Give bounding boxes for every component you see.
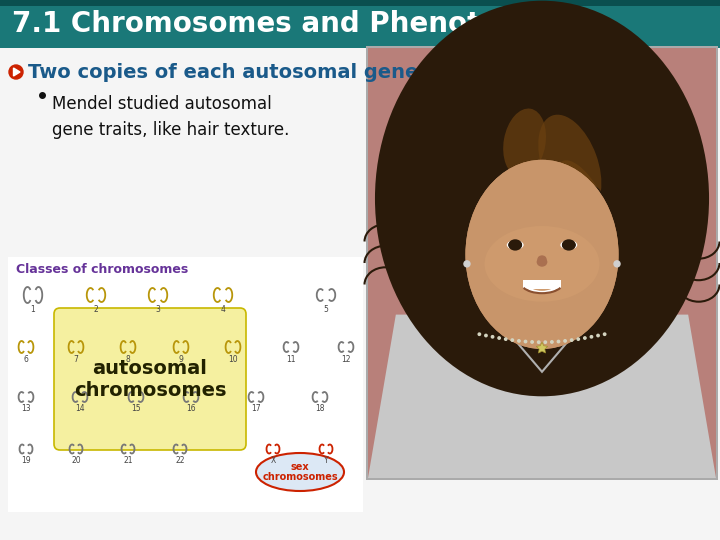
- Bar: [0, 0, 720, 6]
- Circle shape: [577, 338, 580, 340]
- Text: 18: 18: [315, 404, 325, 413]
- Text: autosomal
chromosomes: autosomal chromosomes: [73, 359, 226, 400]
- Ellipse shape: [503, 109, 546, 177]
- Ellipse shape: [508, 240, 522, 249]
- Text: 12: 12: [341, 355, 351, 364]
- Ellipse shape: [562, 239, 576, 251]
- Text: 19: 19: [21, 456, 31, 465]
- Circle shape: [584, 337, 586, 339]
- Text: Y: Y: [324, 456, 328, 465]
- FancyBboxPatch shape: [54, 308, 246, 450]
- Circle shape: [491, 335, 494, 338]
- Circle shape: [531, 341, 534, 343]
- Circle shape: [614, 261, 620, 267]
- Circle shape: [505, 338, 507, 340]
- Polygon shape: [368, 315, 716, 478]
- Bar: [0, 0, 720, 48]
- Circle shape: [464, 261, 470, 267]
- Circle shape: [597, 334, 599, 337]
- Text: Two copies of each autosomal gene affect phenotype.: Two copies of each autosomal gene affect…: [28, 63, 621, 82]
- Text: 3: 3: [156, 305, 161, 314]
- Text: sex
chromosomes: sex chromosomes: [262, 462, 338, 482]
- Text: 16: 16: [186, 404, 196, 413]
- Text: 9: 9: [179, 355, 184, 364]
- Circle shape: [570, 339, 573, 341]
- Text: 11: 11: [287, 355, 296, 364]
- Text: Classes of chromosomes: Classes of chromosomes: [16, 263, 188, 276]
- Circle shape: [551, 341, 553, 343]
- Bar: [368, 48, 716, 478]
- Ellipse shape: [537, 255, 546, 263]
- Ellipse shape: [508, 239, 522, 251]
- Ellipse shape: [481, 174, 603, 221]
- Polygon shape: [14, 68, 20, 76]
- Ellipse shape: [465, 160, 618, 349]
- Text: 14: 14: [75, 404, 85, 413]
- Circle shape: [478, 333, 480, 335]
- Circle shape: [564, 340, 566, 342]
- Ellipse shape: [560, 240, 577, 249]
- Circle shape: [511, 339, 513, 341]
- Text: 21: 21: [123, 456, 132, 465]
- Text: 4: 4: [220, 305, 225, 314]
- Ellipse shape: [562, 240, 576, 249]
- Text: X: X: [271, 456, 276, 465]
- Bar: [366, 46, 718, 480]
- Circle shape: [518, 340, 520, 342]
- Text: Mendel studied autosomal
gene traits, like hair texture.: Mendel studied autosomal gene traits, li…: [52, 95, 289, 139]
- Circle shape: [524, 340, 527, 343]
- Circle shape: [9, 65, 23, 79]
- Circle shape: [544, 341, 546, 343]
- Text: 17: 17: [251, 404, 261, 413]
- Text: 1: 1: [31, 305, 35, 314]
- Text: 13: 13: [21, 404, 31, 413]
- Circle shape: [557, 340, 559, 343]
- Text: 5: 5: [323, 305, 328, 314]
- Text: 7: 7: [73, 355, 78, 364]
- Circle shape: [498, 337, 500, 339]
- Circle shape: [590, 335, 593, 338]
- Text: 22: 22: [175, 456, 185, 465]
- Ellipse shape: [465, 160, 618, 349]
- Text: 15: 15: [131, 404, 141, 413]
- Text: 2: 2: [94, 305, 99, 314]
- Text: 10: 10: [228, 355, 238, 364]
- Circle shape: [538, 341, 540, 343]
- Circle shape: [603, 333, 606, 335]
- Text: 20: 20: [71, 456, 81, 465]
- Text: 7.1 Chromosomes and Phenotype: 7.1 Chromosomes and Phenotype: [12, 10, 537, 38]
- Ellipse shape: [507, 240, 523, 249]
- Polygon shape: [536, 342, 548, 353]
- Ellipse shape: [557, 160, 610, 237]
- Bar: [523, 280, 561, 289]
- Circle shape: [485, 334, 487, 337]
- Ellipse shape: [539, 114, 601, 213]
- Ellipse shape: [256, 453, 344, 491]
- Ellipse shape: [510, 300, 573, 336]
- Text: 6: 6: [24, 355, 28, 364]
- Bar: [8, 257, 363, 512]
- Ellipse shape: [536, 257, 547, 267]
- Text: 8: 8: [125, 355, 130, 364]
- Ellipse shape: [375, 1, 709, 396]
- Ellipse shape: [485, 226, 600, 302]
